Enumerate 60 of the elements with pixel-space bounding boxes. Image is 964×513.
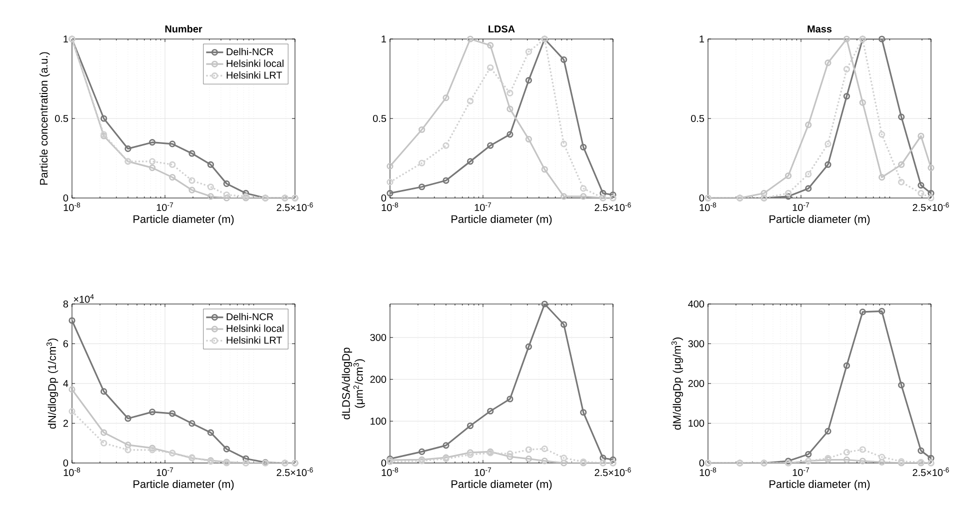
y-tick-label: 1 (382, 36, 386, 42)
x-axis-title: Particle diameter (m) (134, 214, 234, 226)
x-tick-label: 10$^{-7}$ (156, 468, 174, 476)
x-tick-label: 2.5×10$^{-6}$ (912, 468, 949, 476)
x-tick-label: 2.5×10$^{-6}$ (594, 202, 631, 212)
x-tick-label: 10$^{-7}$ (474, 202, 492, 212)
y-tick-label: 2 (63, 420, 68, 427)
y-tick-label: 100 (688, 420, 704, 427)
legend-label: Helsinki LRT (226, 336, 282, 344)
x-tick-label: 10$^{-8}$ (700, 468, 716, 476)
y-tick-label: 0 (699, 459, 704, 467)
y-tick-label: 400 (688, 300, 704, 308)
x-tick-label: 2.5×10$^{-6}$ (594, 468, 631, 476)
x-tick-label: 10$^{-8}$ (64, 202, 80, 212)
y-tick-label: 0.5 (373, 114, 386, 122)
y-tick-label: 0 (381, 459, 386, 467)
chart-title: Mass (808, 26, 832, 32)
y-axis-title: dN/dlogDp (1/cm$^{3}$) (46, 338, 58, 429)
y-tick-label: 1 (700, 36, 704, 42)
y-tick-label: 300 (688, 340, 704, 348)
x-tick-label: 2.5×10$^{-6}$ (276, 202, 313, 212)
legend-label: Delhi-NCR (226, 312, 274, 320)
y-tick-label: 0.5 (55, 114, 68, 122)
legend-label: Helsinki LRT (226, 71, 282, 79)
x-tick-label: 10$^{-8}$ (382, 468, 398, 476)
x-tick-label: 10$^{-7}$ (156, 202, 174, 212)
y-axis-title: dM/dlogDp (μg/m$^{3}$) (671, 338, 684, 430)
y-tick-label: 0 (381, 194, 386, 202)
x-axis-title: Particle diameter (m) (770, 480, 870, 490)
x-tick-label: 2.5×10$^{-6}$ (276, 468, 313, 476)
x-axis-title: Particle diameter (m) (770, 214, 870, 226)
x-axis-title: Particle diameter (m) (452, 480, 552, 490)
chart-title: Number (165, 25, 202, 32)
y-tick-label: 4 (63, 380, 68, 387)
x-tick-label: 10$^{-8}$ (700, 202, 716, 212)
x-tick-label: 10$^{-8}$ (382, 202, 398, 212)
x-tick-label: 10$^{-7}$ (792, 468, 810, 476)
y-tick-label: 100 (370, 418, 386, 425)
y-tick-label: 1 (64, 36, 68, 42)
x-tick-label: 2.5×10$^{-6}$ (912, 202, 949, 212)
y-tick-label: 0 (699, 194, 704, 202)
legend-label: Delhi-NCR (226, 48, 274, 56)
x-tick-label: 10$^{-7}$ (474, 468, 492, 476)
y-tick-label: 8 (63, 300, 68, 308)
x-axis-title: Particle diameter (m) (452, 214, 552, 226)
x-tick-label: 10$^{-8}$ (64, 468, 80, 476)
y-tick-label: 0.5 (691, 114, 704, 122)
chart-title: LDSA (488, 25, 515, 32)
y-tick-label: 300 (370, 334, 386, 342)
x-tick-label: 10$^{-7}$ (792, 202, 810, 212)
y-tick-label: 0 (63, 194, 68, 202)
text: ×10$^{4}$ (74, 294, 94, 303)
x-axis-title: Particle diameter (m) (134, 480, 234, 490)
y-tick-label: 200 (688, 380, 704, 388)
legend-label: Helsinki local (226, 324, 284, 332)
y-tick-label: 200 (370, 376, 386, 383)
y-tick-label: 6 (63, 340, 68, 348)
y-tick-label: 0 (63, 459, 68, 467)
legend-label: Helsinki local (226, 60, 284, 67)
y-axis-title: Particle concentration (a.u.) (40, 52, 50, 185)
